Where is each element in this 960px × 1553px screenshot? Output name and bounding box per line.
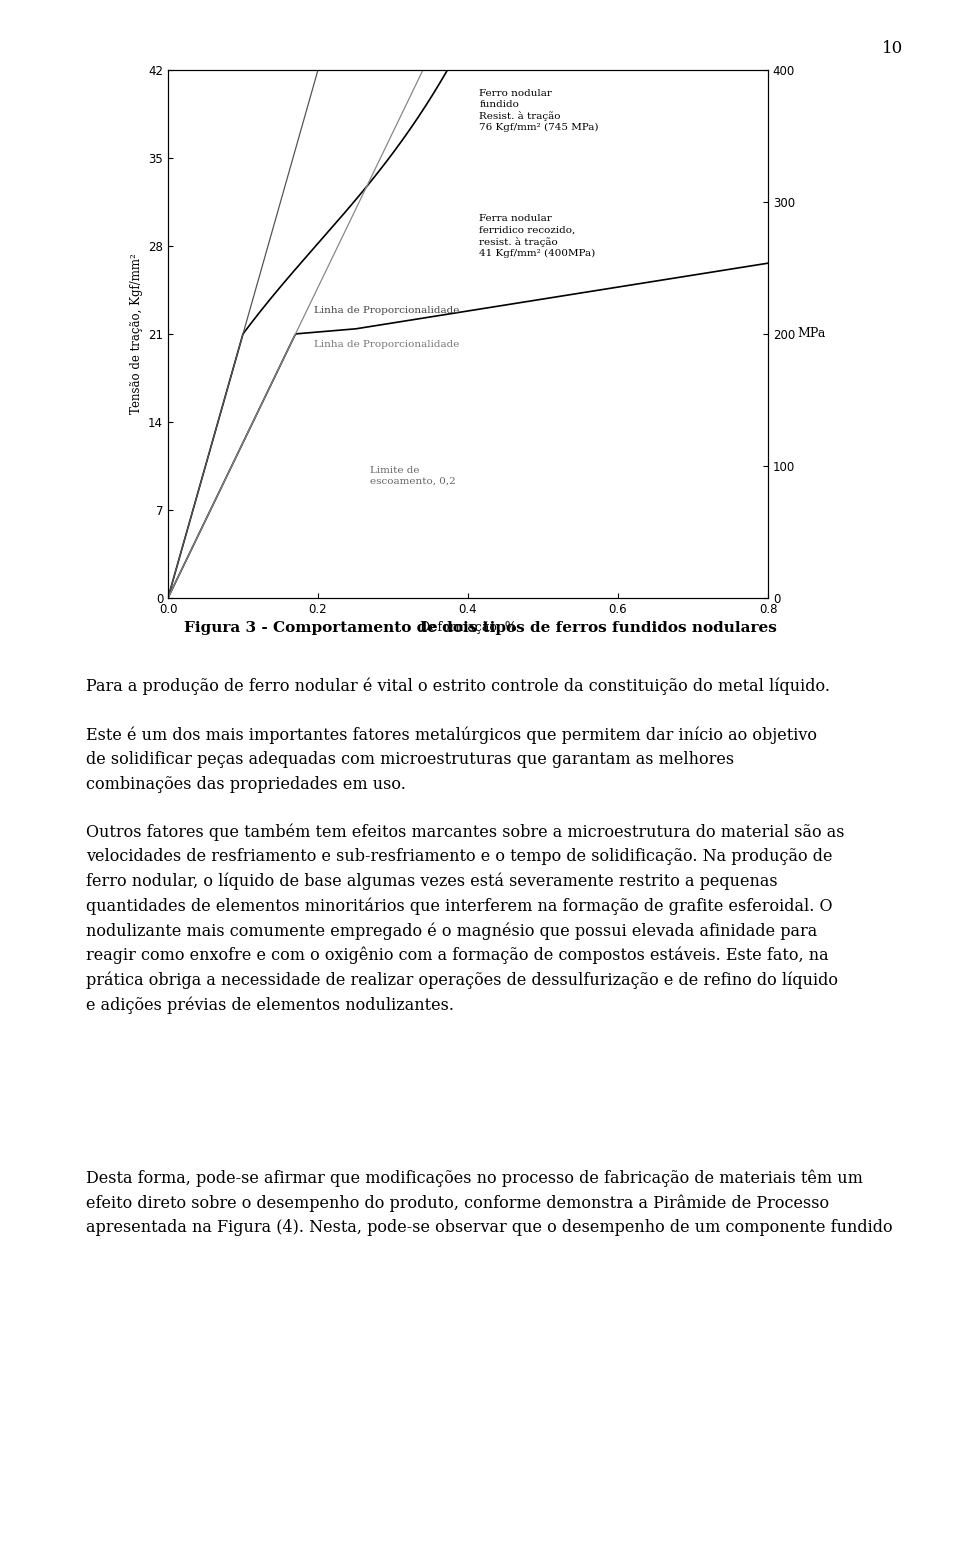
X-axis label: Deformação, %: Deformação, % bbox=[420, 621, 516, 634]
Text: Este é um dos mais importantes fatores metalúrgicos que permitem dar início ao o: Este é um dos mais importantes fatores m… bbox=[86, 727, 817, 792]
Text: Figura 3 - Comportamento de dois tipos de ferros fundidos nodulares: Figura 3 - Comportamento de dois tipos d… bbox=[183, 621, 777, 635]
Text: Ferro nodular
fundido
Resist. à tração
76 Kgf/mm² (745 MPa): Ferro nodular fundido Resist. à tração 7… bbox=[479, 89, 599, 132]
Text: Desta forma, pode-se afirmar que modificações no processo de fabricação de mater: Desta forma, pode-se afirmar que modific… bbox=[86, 1169, 893, 1236]
Text: Limite de
escoamento, 0,2: Limite de escoamento, 0,2 bbox=[371, 466, 456, 486]
Text: Ferra nodular
ferridico recozido,
resist. à tração
41 Kgf/mm² (400MPa): Ferra nodular ferridico recozido, resist… bbox=[479, 214, 595, 258]
Text: Linha de Proporcionalidade: Linha de Proporcionalidade bbox=[314, 306, 460, 315]
Text: Outros fatores que também tem efeitos marcantes sobre a microestrutura do materi: Outros fatores que também tem efeitos ma… bbox=[86, 823, 845, 1014]
Text: Para a produção de ferro nodular é vital o estrito controle da constituição do m: Para a produção de ferro nodular é vital… bbox=[86, 677, 830, 694]
Text: 10: 10 bbox=[882, 40, 903, 57]
Text: Linha de Proporcionalidade: Linha de Proporcionalidade bbox=[314, 340, 460, 349]
Y-axis label: Tensão de tração, Kgf/mm²: Tensão de tração, Kgf/mm² bbox=[130, 253, 143, 415]
Y-axis label: MPa: MPa bbox=[798, 328, 826, 340]
